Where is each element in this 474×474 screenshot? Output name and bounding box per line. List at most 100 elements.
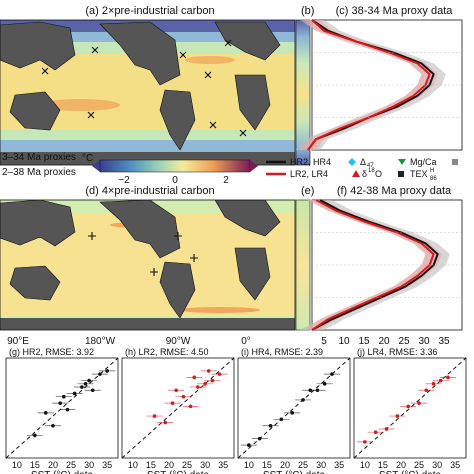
proxy-markers-a: [41, 39, 247, 137]
scatter-point-g-2: [51, 423, 55, 428]
scatter-xtick-i-15: 15: [262, 460, 272, 470]
scatter-point-g-7: [87, 378, 91, 383]
profile-xtick-20: 20: [378, 336, 390, 347]
scatter-point-g-6: [80, 385, 84, 389]
scatter-xlabel-g: SST (°C) data: [31, 470, 94, 474]
lon-label-90w: 90°W: [166, 336, 191, 347]
scatter-point-h-8: [217, 372, 222, 376]
scatter-panel-h: (h) LR2, RMSE: 4.50 10 15 20 25 30 35 SST (°C) …: [121, 347, 235, 474]
panel-c-title: (c) 38-34 Ma proxy data: [336, 5, 454, 17]
scatter-xtick-i-20: 20: [280, 460, 290, 470]
scatter-xtick-h-35: 35: [218, 460, 228, 470]
legend-d18o-sup: 18: [368, 168, 375, 174]
profile-f-xticks: 5 10 15 20 25 30 35: [321, 336, 450, 347]
map-d: [0, 200, 295, 330]
scatter-xtick-g-35: 35: [102, 460, 112, 470]
panel-d-title: (d) 4×pre-industrial carbon: [85, 185, 214, 197]
panel-e-title: (e): [301, 185, 314, 197]
scatter-xtick-h-30: 30: [200, 460, 210, 470]
scatter-point-i-2: [268, 423, 273, 428]
scatter-xtick-g-30: 30: [84, 460, 94, 470]
legend-tex: TEX: [410, 169, 428, 179]
scatter-point-i-3: [279, 417, 284, 422]
left-legend-1: 3–34 Ma proxies: [2, 152, 76, 163]
scatter-point-j-6: [424, 388, 429, 393]
profile-xtick-35: 35: [438, 336, 450, 347]
legend-hr: HR2, HR4: [290, 157, 331, 167]
scatter-title-j: (j) LR4, RMSE: 3.36: [357, 347, 438, 357]
legend-d18o: δ: [362, 169, 367, 179]
scatter-point-g-11: [62, 394, 66, 399]
scatter-xlabel-j: SST (°C) data: [379, 470, 442, 474]
scatter-xtick-j-10: 10: [360, 460, 370, 470]
scatter-point-h-10: [192, 375, 197, 380]
scatter-xtick-g-20: 20: [48, 460, 58, 470]
scatter-panel-i: (i) HR4, RMSE: 2.39 10 15 20 25 30 35 SST (°C) …: [237, 347, 351, 474]
legend-lr: LR2, LR4: [290, 169, 328, 179]
scatter-point-j-0: [363, 440, 367, 444]
profile-xtick-25: 25: [398, 336, 410, 347]
scatter-point-j-7: [431, 382, 436, 386]
scatter-title-i: (i) HR4, RMSE: 2.39: [241, 347, 323, 357]
scatter-xlabel-h: SST (°C) data: [147, 470, 210, 474]
scatter-xtick-j-25: 25: [414, 460, 424, 470]
scatter-xtick-g-25: 25: [66, 460, 76, 470]
profile-f-lr-band: [303, 200, 442, 330]
scatter-point-h-2: [170, 401, 175, 405]
scatter-point-j-4: [406, 404, 410, 409]
legend-tex-sub: 86: [430, 176, 437, 182]
map-a: [0, 20, 295, 165]
scatter-point-g-9: [98, 372, 102, 376]
scatter-xtick-i-30: 30: [316, 460, 326, 470]
lon-label-180w: 180°W: [85, 336, 116, 347]
scatter-point-j-8: [438, 378, 443, 383]
lon-label-0: 0°: [241, 336, 251, 347]
scatter-xtick-j-35: 35: [450, 460, 460, 470]
scatter-point-g-0: [33, 433, 37, 438]
scatter-point-h-3: [181, 394, 186, 399]
scatter-xtick-g-10: 10: [12, 460, 22, 470]
lon-label-90e: 90°E: [7, 336, 29, 347]
colorbar-unit: °C: [82, 153, 93, 164]
zonal-mean-band-e: [295, 199, 311, 331]
scatter-point-h-9: [174, 388, 178, 393]
legend-mgca: Mg/Ca: [410, 157, 437, 167]
profile-xtick-15: 15: [358, 336, 370, 347]
scatter-xtick-j-30: 30: [432, 460, 442, 470]
scatter-point-g-5: [72, 391, 77, 396]
scatter-xtick-i-10: 10: [244, 460, 254, 470]
profile-xtick-5: 5: [321, 336, 327, 347]
scatter-point-i-4: [290, 411, 294, 415]
scatter-point-h-6: [203, 382, 207, 386]
scatter-xtick-h-10: 10: [128, 460, 138, 470]
colorbar-tick-0: 0: [172, 175, 178, 186]
panel-a-title: (a) 2×pre-industrial carbon: [85, 5, 214, 17]
colorbar: 3–34 Ma proxies 2–38 Ma proxies °C −2 0 …: [2, 152, 258, 186]
scatter-point-h-7: [210, 378, 215, 383]
legend: HR2, HR4 LR2, LR4 Δ 47 δ 18 O Mg/Ca TEX …: [266, 157, 458, 182]
scatter-xlabel-i: SST (°C) data: [263, 470, 326, 474]
legend-d47: Δ: [360, 157, 366, 167]
scatter-point-j-3: [395, 414, 400, 418]
scatter-point-i-1: [257, 436, 262, 441]
profile-panel-f: [299, 199, 463, 331]
scatter-point-g-4: [65, 407, 70, 412]
scatter-xtick-j-20: 20: [396, 460, 406, 470]
legend-tex-sup: H: [430, 168, 434, 174]
scatter-point-h-0: [152, 414, 157, 418]
scatter-xtick-g-15: 15: [30, 460, 40, 470]
scatter-panel-j: (j) LR4, RMSE: 3.36 10 15 20 25 30 35 SST (°C) …: [353, 347, 467, 474]
scatter-point-g-8: [90, 388, 95, 393]
scatter-point-h-11: [206, 369, 211, 373]
scatter-xtick-j-15: 15: [378, 460, 388, 470]
scatter-xtick-h-15: 15: [146, 460, 156, 470]
profile-panel-c: [295, 19, 463, 151]
scatter-point-i-8: [322, 382, 327, 386]
scatter-point-i-0: [247, 443, 251, 447]
proxy-markers-d: [88, 232, 198, 276]
scatter-panel-g: (g) HR2, RMSE: 3.92 10 15 20 25 30 35 SST (°C) …: [5, 347, 119, 474]
scatter-point-j-2: [384, 427, 389, 431]
scatter-title-h: (h) LR2, RMSE: 4.50: [125, 347, 209, 357]
scatter-point-g-3: [58, 401, 62, 405]
